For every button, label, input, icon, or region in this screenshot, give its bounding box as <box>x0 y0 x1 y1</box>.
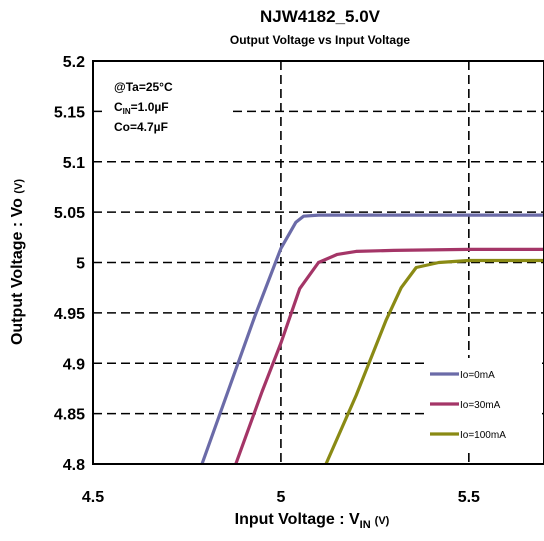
data-series <box>200 213 544 465</box>
y-tick-label: 5 <box>76 256 85 273</box>
legend-label: Io=0mA <box>460 370 495 381</box>
y-tick-label: 4.85 <box>54 407 85 424</box>
y-tick-label: 4.8 <box>63 457 85 474</box>
x-tick-label: 5 <box>276 489 285 506</box>
condition-text: @Ta=25°C <box>114 80 173 94</box>
conditions-box <box>103 73 228 148</box>
y-tick-label: 4.95 <box>54 306 85 323</box>
condition-text: CIN=1.0µF <box>114 100 169 116</box>
x-tick-label: 4.5 <box>82 489 104 506</box>
chart-title: NJW4182_5.0V <box>260 7 381 26</box>
x-tick-labels: 4.5 5 5.5 <box>82 489 480 506</box>
plot-frame <box>92 60 544 465</box>
y-tick-label: 5.05 <box>54 205 85 222</box>
chart-subtitle: Output Voltage vs Input Voltage <box>230 33 411 47</box>
legend-label: Io=100mA <box>460 430 506 441</box>
y-tick-label: 4.9 <box>63 356 85 373</box>
condition-text: Co=4.7µF <box>114 120 168 134</box>
legend-label: Io=30mA <box>460 400 501 411</box>
y-tick-label: 5.1 <box>63 155 85 172</box>
x-axis-label: Input Voltage : VIN (V) <box>235 511 390 531</box>
series-line <box>324 258 544 465</box>
y-axis-label: Output Voltage : Vo (V) <box>9 179 26 345</box>
legend: Io=0mA Io=30mA Io=100mA <box>424 358 542 448</box>
series-line <box>200 213 544 465</box>
x-tick-label: 5.5 <box>458 489 480 506</box>
test-conditions: @Ta=25°C CIN=1.0µF Co=4.7µF <box>114 80 173 134</box>
y-tick-label: 5.15 <box>54 104 85 121</box>
y-tick-label: 5.2 <box>63 54 85 71</box>
y-tick-labels: 5.2 5.15 5.1 5.05 5 4.95 4.9 4.85 4.8 <box>54 54 85 474</box>
series-line <box>234 247 544 465</box>
